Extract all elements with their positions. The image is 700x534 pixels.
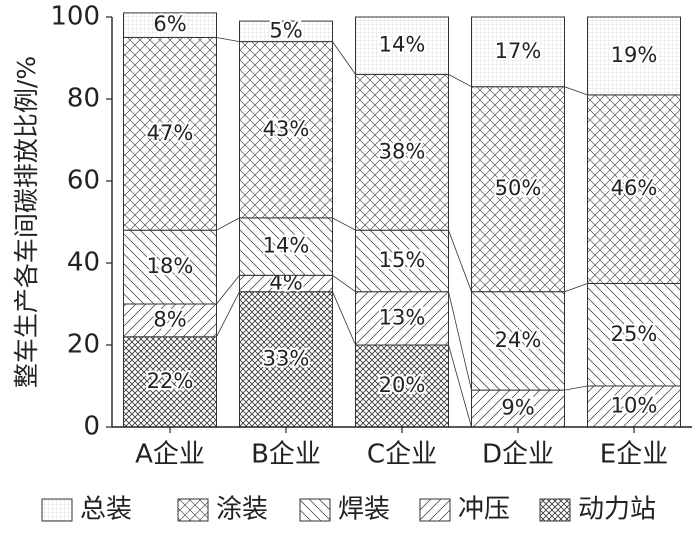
y-tick-label: 100 [50, 2, 100, 32]
bar-segment [239, 20, 333, 43]
data-label: 46% [611, 176, 658, 200]
x-tick-label: E企业 [600, 440, 668, 470]
bar-segment [123, 303, 217, 338]
data-label: 15% [379, 248, 426, 272]
data-label: 20% [379, 373, 426, 397]
connector-line [564, 86, 588, 96]
x-tick-label: D企业 [482, 440, 554, 470]
data-label: 19% [611, 43, 658, 67]
data-label: 38% [379, 139, 426, 163]
data-label: 22% [147, 369, 194, 393]
data-label: 17% [495, 39, 542, 63]
data-label: 18% [147, 254, 194, 278]
x-tick-label: B企业 [251, 440, 321, 470]
bar-segment [587, 16, 681, 96]
legend-swatch [299, 498, 331, 522]
connector-line [332, 274, 356, 293]
connector-line [448, 291, 472, 391]
data-label: 25% [611, 322, 658, 346]
data-label: 6% [153, 12, 186, 36]
connector-line [332, 217, 356, 231]
data-label: 5% [269, 18, 302, 42]
x-tick-label: A企业 [135, 440, 205, 470]
legend-swatch [41, 498, 73, 522]
y-tick-label: 80 [67, 84, 100, 114]
data-label: 9% [501, 396, 534, 420]
connector-line [332, 291, 356, 346]
data-label: 24% [495, 328, 542, 352]
y-axis-label: 整车生产各车间碳排放比例/% [12, 56, 41, 388]
y-tick-label: 60 [67, 166, 100, 196]
bar-segment [471, 16, 565, 88]
data-label: 10% [611, 394, 658, 418]
bar-segment [587, 283, 681, 387]
legend-swatch [419, 498, 451, 522]
connector-line [216, 37, 240, 42]
connector-line [216, 275, 240, 305]
data-label: 47% [147, 121, 194, 145]
bar-segment [355, 344, 449, 428]
bar-segment [355, 291, 449, 346]
bar-segment [355, 73, 449, 231]
bar-segment [123, 37, 217, 231]
data-label: 8% [153, 307, 186, 331]
bar-segment [355, 16, 449, 75]
legend-label: 动力站 [578, 495, 656, 525]
y-tick-label: 40 [67, 248, 100, 278]
bar-segment [123, 229, 217, 305]
connector-line [448, 344, 472, 428]
connector-line [448, 74, 472, 88]
connector-line [216, 217, 240, 231]
data-label: 14% [379, 33, 426, 57]
bar-segment [123, 12, 217, 38]
bar-segment [587, 385, 681, 428]
legend-label: 涂装 [216, 495, 268, 525]
y-tick-label: 20 [67, 330, 100, 360]
legend-swatch [177, 498, 209, 522]
legend-swatch [539, 498, 571, 522]
data-label: 43% [263, 117, 310, 141]
bar-segment [471, 389, 565, 428]
data-label: 14% [263, 234, 310, 258]
data-label: 33% [263, 346, 310, 370]
bar-segment [471, 291, 565, 391]
connector-line [564, 283, 588, 293]
bar-segment [587, 94, 681, 285]
legend-label: 焊装 [338, 495, 390, 525]
connector-line [448, 230, 472, 292]
connector-line [564, 385, 588, 391]
data-label: 13% [379, 305, 426, 329]
legend-label: 总装 [80, 495, 132, 525]
x-tick-label: C企业 [367, 440, 437, 470]
connector-line [216, 291, 240, 337]
data-label: 50% [495, 176, 542, 200]
bar-segment [239, 291, 333, 428]
y-tick-label: 0 [83, 412, 100, 442]
connector-line [332, 41, 356, 75]
legend-label: 冲压 [458, 495, 510, 525]
bar-segment [239, 41, 333, 219]
bar-segment [471, 86, 565, 293]
